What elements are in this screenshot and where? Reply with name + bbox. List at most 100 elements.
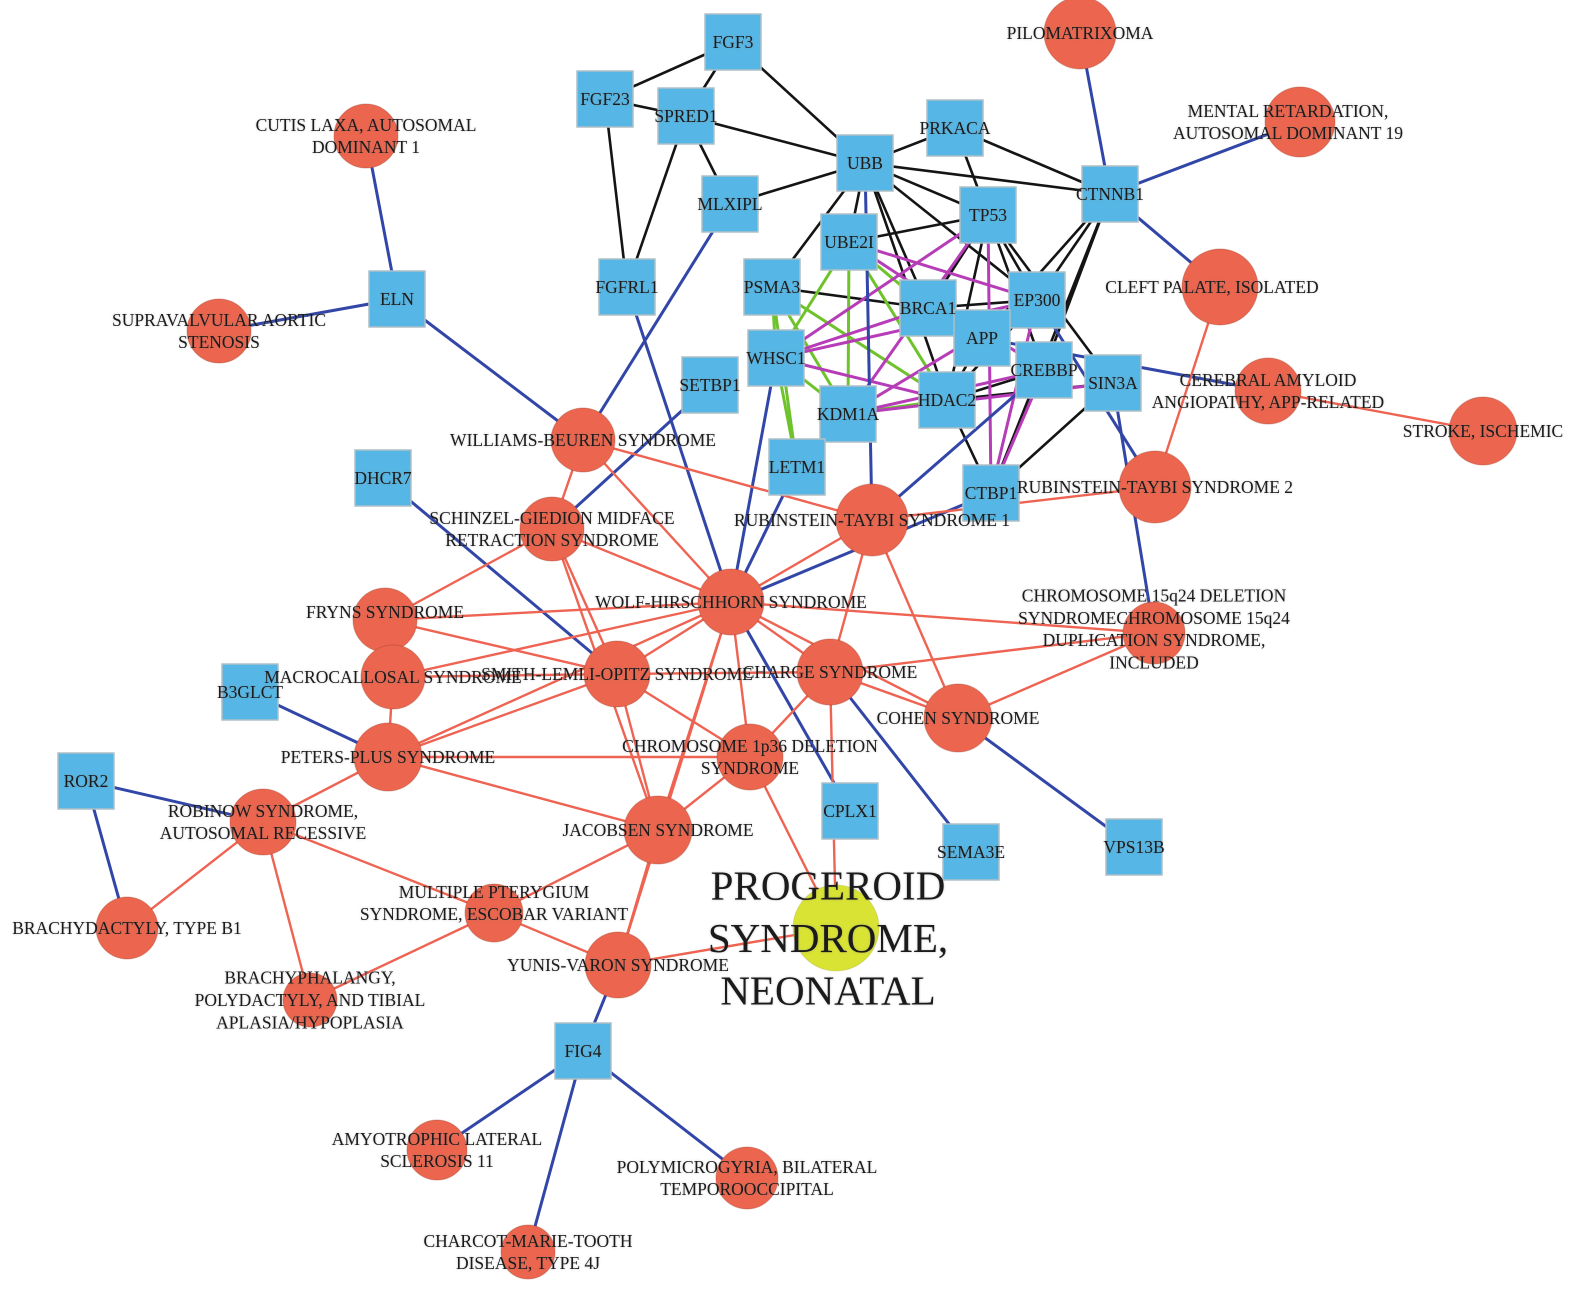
gene-square[interactable] <box>768 438 826 496</box>
gene-node-ube2i[interactable] <box>820 213 878 271</box>
gene-node-vps13b[interactable] <box>1105 818 1163 876</box>
disease-circle[interactable] <box>406 1119 468 1181</box>
disease-node-caa[interactable] <box>1234 357 1302 425</box>
query-disease-circle[interactable] <box>792 884 880 972</box>
disease-circle[interactable] <box>464 883 524 943</box>
disease-node-c1p36[interactable] <box>716 723 784 791</box>
disease-node-rts2[interactable] <box>1118 450 1192 524</box>
gene-square[interactable] <box>743 258 801 316</box>
gene-node-fig4[interactable] <box>554 1022 612 1080</box>
gene-node-fgfrl1[interactable] <box>598 258 656 316</box>
gene-square[interactable] <box>368 270 426 328</box>
gene-node-fgf3[interactable] <box>704 13 762 71</box>
disease-circle[interactable] <box>1234 357 1302 425</box>
gene-square[interactable] <box>899 279 957 337</box>
disease-node-stroke[interactable] <box>1448 396 1518 466</box>
disease-node-brachyphalangy[interactable] <box>282 972 338 1028</box>
disease-node-brachydactyly[interactable] <box>95 896 159 960</box>
gene-square[interactable] <box>942 823 1000 881</box>
disease-circle[interactable] <box>584 931 652 999</box>
disease-node-svas[interactable] <box>186 298 252 364</box>
disease-circle[interactable] <box>282 972 338 1028</box>
gene-square[interactable] <box>1008 271 1066 329</box>
disease-circle[interactable] <box>229 788 297 856</box>
disease-node-schinzel[interactable] <box>519 496 585 562</box>
disease-node-jacobsen[interactable] <box>623 795 693 865</box>
disease-circle[interactable] <box>715 1146 779 1210</box>
disease-node-mps[interactable] <box>464 883 524 943</box>
disease-circle[interactable] <box>500 1224 556 1280</box>
gene-node-prkaca[interactable] <box>926 99 984 157</box>
disease-circle[interactable] <box>352 587 418 653</box>
gene-square[interactable] <box>836 134 894 192</box>
disease-circle[interactable] <box>333 103 399 169</box>
gene-square[interactable] <box>820 213 878 271</box>
gene-square[interactable] <box>819 385 877 443</box>
disease-node-c15q24[interactable] <box>1122 601 1186 665</box>
gene-node-setbp1[interactable] <box>681 356 739 414</box>
disease-node-rts1[interactable] <box>835 483 909 557</box>
gene-square[interactable] <box>701 175 759 233</box>
gene-square[interactable] <box>221 663 279 721</box>
disease-circle[interactable] <box>360 644 426 710</box>
disease-circle[interactable] <box>1181 248 1259 326</box>
disease-node-yunis-varon[interactable] <box>584 931 652 999</box>
gene-square[interactable] <box>747 329 805 387</box>
disease-node-progeroid[interactable] <box>792 884 880 972</box>
gene-node-mlxipl[interactable] <box>701 175 759 233</box>
gene-node-fgf23[interactable] <box>576 70 634 128</box>
gene-node-sin3a[interactable] <box>1084 354 1142 412</box>
disease-node-mental-retardation[interactable] <box>1264 86 1336 158</box>
disease-circle[interactable] <box>550 407 616 473</box>
gene-node-ror2[interactable] <box>57 752 115 810</box>
gene-node-b3glct[interactable] <box>221 663 279 721</box>
disease-circle[interactable] <box>1122 601 1186 665</box>
gene-node-ctbp1[interactable] <box>962 464 1020 522</box>
gene-node-kdm1a[interactable] <box>819 385 877 443</box>
disease-circle[interactable] <box>519 496 585 562</box>
disease-node-robinow[interactable] <box>229 788 297 856</box>
disease-node-charge[interactable] <box>796 638 864 706</box>
disease-circle[interactable] <box>353 722 423 792</box>
disease-node-cleft-palate[interactable] <box>1181 248 1259 326</box>
disease-circle[interactable] <box>1118 450 1192 524</box>
disease-node-als11[interactable] <box>406 1119 468 1181</box>
gene-square[interactable] <box>962 464 1020 522</box>
gene-node-dhcr7[interactable] <box>354 449 412 507</box>
disease-circle[interactable] <box>697 568 765 636</box>
gene-square[interactable] <box>704 13 762 71</box>
disease-node-cohen[interactable] <box>923 683 993 753</box>
gene-square[interactable] <box>354 449 412 507</box>
gene-node-hdac2[interactable] <box>918 371 976 429</box>
gene-node-psma3[interactable] <box>743 258 801 316</box>
disease-node-peters-plus[interactable] <box>353 722 423 792</box>
disease-node-macrocallosal[interactable] <box>360 644 426 710</box>
disease-circle[interactable] <box>716 723 784 791</box>
disease-node-cutis-laxa[interactable] <box>333 103 399 169</box>
gene-node-whsc1[interactable] <box>747 329 805 387</box>
gene-node-sema3e[interactable] <box>942 823 1000 881</box>
gene-node-letm1[interactable] <box>768 438 826 496</box>
gene-square[interactable] <box>554 1022 612 1080</box>
gene-node-ctnnb1[interactable] <box>1081 165 1139 223</box>
disease-circle[interactable] <box>186 298 252 364</box>
gene-square[interactable] <box>681 356 739 414</box>
disease-circle[interactable] <box>923 683 993 753</box>
disease-circle[interactable] <box>796 638 864 706</box>
disease-circle[interactable] <box>1448 396 1518 466</box>
gene-node-spred1[interactable] <box>657 87 715 145</box>
gene-square[interactable] <box>926 99 984 157</box>
gene-node-ep300[interactable] <box>1008 271 1066 329</box>
disease-circle[interactable] <box>835 483 909 557</box>
gene-node-cplx1[interactable] <box>821 782 879 840</box>
gene-node-app[interactable] <box>953 309 1011 367</box>
gene-node-ubb[interactable] <box>836 134 894 192</box>
gene-square[interactable] <box>598 258 656 316</box>
gene-node-eln[interactable] <box>368 270 426 328</box>
gene-square[interactable] <box>918 371 976 429</box>
disease-node-fryns[interactable] <box>352 587 418 653</box>
gene-square[interactable] <box>1081 165 1139 223</box>
gene-square[interactable] <box>1105 818 1163 876</box>
disease-node-slo[interactable] <box>583 640 651 708</box>
